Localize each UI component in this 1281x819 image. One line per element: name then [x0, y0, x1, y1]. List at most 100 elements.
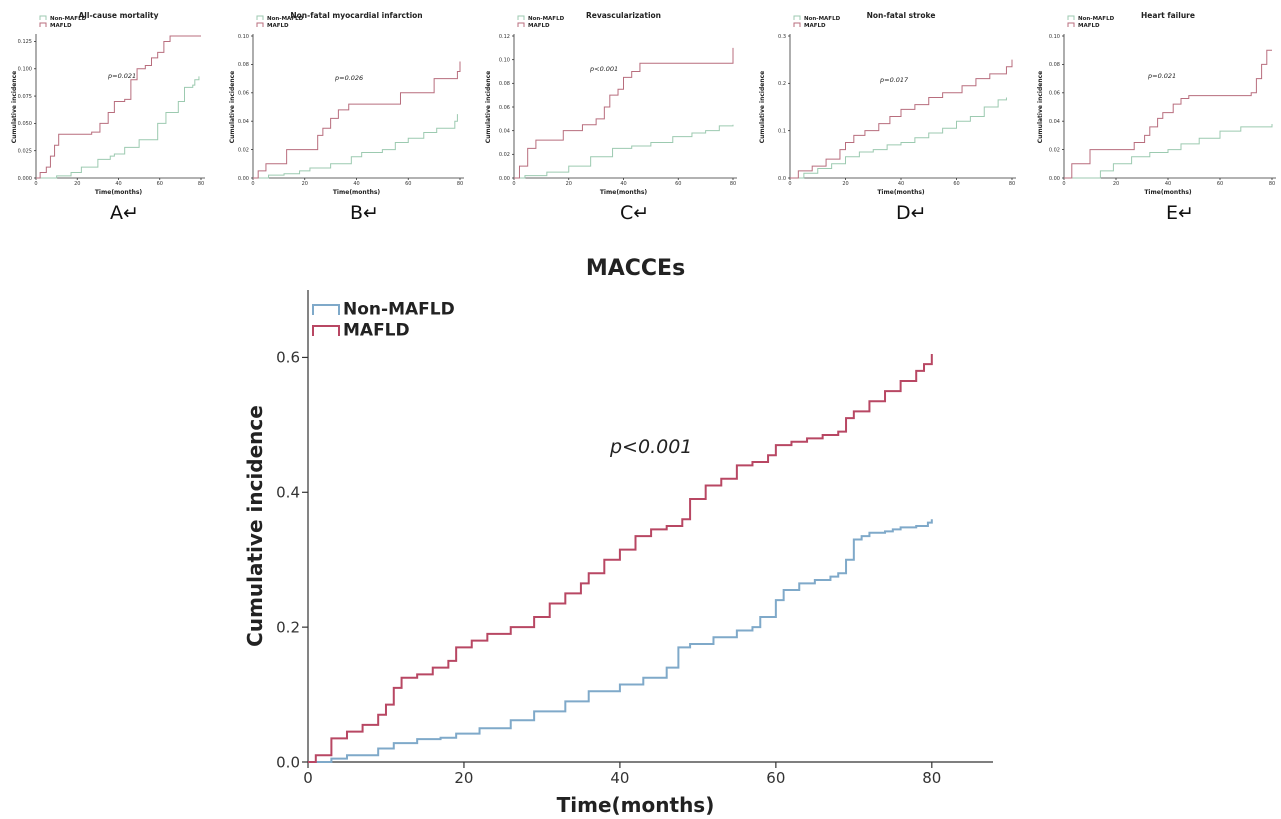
legend-swatch-mafld — [793, 22, 801, 27]
x-tick-label: 80 — [730, 181, 736, 187]
chart-non-fatal-mi: Non-fatal myocardial infarction 0.00 0.02 0… — [229, 11, 464, 196]
series-line-non-mafld — [1064, 124, 1273, 179]
x-tick-label: 80 — [1269, 181, 1275, 187]
chart-non-fatal-stroke: Non-fatal stroke 0.0 0.1 0.2 0.3 0 20 40 60 80 Tim… — [759, 11, 1016, 196]
x-axis-label: Time(months) — [877, 189, 925, 196]
chart-macces: MACCEs 0.0 0.2 0.4 0.6 0 20 40 60 80 Time(months) C… — [243, 256, 993, 817]
panel-c: Revascularization 0.00 0.02 0.04 0.06 0.08 0.1… — [478, 0, 740, 200]
x-tick-label: 60 — [1217, 181, 1223, 187]
x-tick-label: 60 — [405, 181, 411, 187]
chart-all-cause-mortality: All-cause mortality 0.000 0.025 0.050 0.075 0… — [11, 11, 205, 196]
series-line-non-mafld — [36, 76, 200, 179]
p-value-annotation: p=0.021 — [1147, 72, 1176, 80]
series-line-non-mafld — [514, 124, 734, 179]
p-value-annotation: p=0.026 — [334, 74, 363, 82]
y-tick-label: 0.02 — [499, 152, 510, 158]
legend-swatch-non-mafld — [1067, 15, 1075, 20]
series-line-non-mafld — [790, 97, 1007, 179]
x-axis-label: Time(months) — [1144, 189, 1192, 196]
y-tick-label: 0.00 — [1049, 176, 1060, 182]
p-value-annotation: p<0.001 — [589, 65, 618, 73]
series-line-mafld — [308, 354, 933, 763]
x-tick-label: 60 — [157, 181, 163, 187]
y-tick-label: 0.08 — [1049, 62, 1060, 68]
legend-swatch-mafld — [39, 22, 47, 27]
x-tick-label: 40 — [353, 181, 359, 187]
y-tick-label: 0.4 — [276, 484, 300, 502]
p-value-annotation: p=0.021 — [107, 72, 136, 80]
x-tick-label: 20 — [1113, 181, 1119, 187]
legend-label-mafld: MAFLD — [267, 23, 289, 29]
series-line-non-mafld — [308, 519, 933, 763]
legend-label-mafld: MAFLD — [804, 23, 826, 29]
y-tick-label: 0.02 — [1049, 147, 1060, 153]
y-tick-label: 0.06 — [238, 91, 249, 97]
x-tick-label: 20 — [842, 181, 848, 187]
chart-title: Non-fatal stroke — [867, 11, 936, 20]
y-tick-label: 0.050 — [18, 121, 32, 127]
y-tick-label: 0.10 — [238, 34, 249, 40]
y-axis-label: Cumulative incidence — [1037, 71, 1044, 144]
x-tick-label: 20 — [454, 769, 473, 787]
chart-title: Non-fatal myocardial infarction — [290, 11, 422, 20]
y-tick-label: 0.00 — [499, 176, 510, 182]
x-tick-label: 80 — [1009, 181, 1015, 187]
y-axis-label: Cumulative incidence — [229, 71, 236, 144]
y-axis-label: Cumulative incidence — [759, 71, 766, 144]
legend-swatch-non-mafld — [256, 15, 264, 20]
x-tick-label: 20 — [302, 181, 308, 187]
x-tick-label: 80 — [457, 181, 463, 187]
y-tick-label: 0.1 — [778, 128, 786, 134]
legend-label-mafld: MAFLD — [528, 23, 550, 29]
series-line-mafld — [1064, 49, 1272, 179]
y-tick-label: 0.00 — [238, 176, 249, 182]
y-tick-label: 0.100 — [18, 67, 32, 73]
legend-swatch-non-mafld — [39, 15, 47, 20]
x-tick-label: 40 — [898, 181, 904, 187]
panel-macces: MACCEs 0.0 0.2 0.4 0.6 0 20 40 60 80 Time(months) C… — [230, 245, 1010, 819]
y-tick-label: 0.0 — [778, 176, 786, 182]
chart-title: Revascularization — [586, 11, 661, 20]
y-tick-label: 0.06 — [499, 105, 510, 111]
legend-swatch-non-mafld — [793, 15, 801, 20]
y-axis-label: Cumulative incidence — [485, 71, 492, 144]
y-axis-label: Cumulative incidence — [11, 71, 18, 144]
p-value-annotation: p=0.017 — [879, 76, 909, 84]
panel-letter-e: E↵ — [1166, 202, 1194, 224]
legend-swatch-non-mafld — [517, 15, 525, 20]
y-tick-label: 0.08 — [238, 62, 249, 68]
panel-letter-b: B↵ — [350, 202, 379, 224]
y-tick-label: 0.04 — [238, 119, 249, 125]
legend-swatch-mafld — [312, 325, 340, 336]
x-tick-label: 60 — [953, 181, 959, 187]
x-tick-label: 80 — [922, 769, 941, 787]
x-axis-label: Time(months) — [333, 189, 381, 196]
p-value-annotation: p<0.001 — [609, 436, 692, 458]
legend-swatch-mafld — [256, 22, 264, 27]
y-tick-label: 0.025 — [18, 148, 32, 154]
x-tick-label: 20 — [74, 181, 80, 187]
chart-title: All-cause mortality — [79, 11, 159, 20]
x-axis-label: Time(months) — [600, 189, 648, 196]
y-tick-label: 0.2 — [778, 81, 786, 87]
legend-label-non-mafld: Non-MAFLD — [50, 16, 87, 22]
y-tick-label: 0.3 — [778, 34, 786, 40]
y-tick-label: 0.10 — [1049, 34, 1060, 40]
chart-revascularization: Revascularization 0.00 0.02 0.04 0.06 0.08 0.1… — [485, 11, 737, 196]
x-tick-label: 40 — [610, 769, 629, 787]
y-tick-label: 0.04 — [1049, 119, 1060, 125]
x-tick-label: 0 — [303, 769, 313, 787]
y-tick-label: 0.06 — [1049, 91, 1060, 97]
y-axis-label: Cumulative incidence — [243, 405, 267, 647]
legend-label-non-mafld: Non-MAFLD — [804, 16, 841, 22]
x-tick-label: 0 — [512, 181, 515, 187]
series-line-mafld — [36, 35, 201, 179]
y-tick-label: 0.000 — [18, 176, 32, 182]
legend-swatch-mafld — [517, 22, 525, 27]
y-tick-label: 0.0 — [276, 753, 300, 771]
panel-letter-d: D↵ — [896, 202, 927, 224]
panel-b: Non-fatal myocardial infarction 0.00 0.02 0… — [225, 0, 470, 200]
y-tick-label: 0.2 — [276, 618, 300, 636]
x-tick-label: 40 — [1165, 181, 1171, 187]
x-tick-label: 0 — [251, 181, 254, 187]
